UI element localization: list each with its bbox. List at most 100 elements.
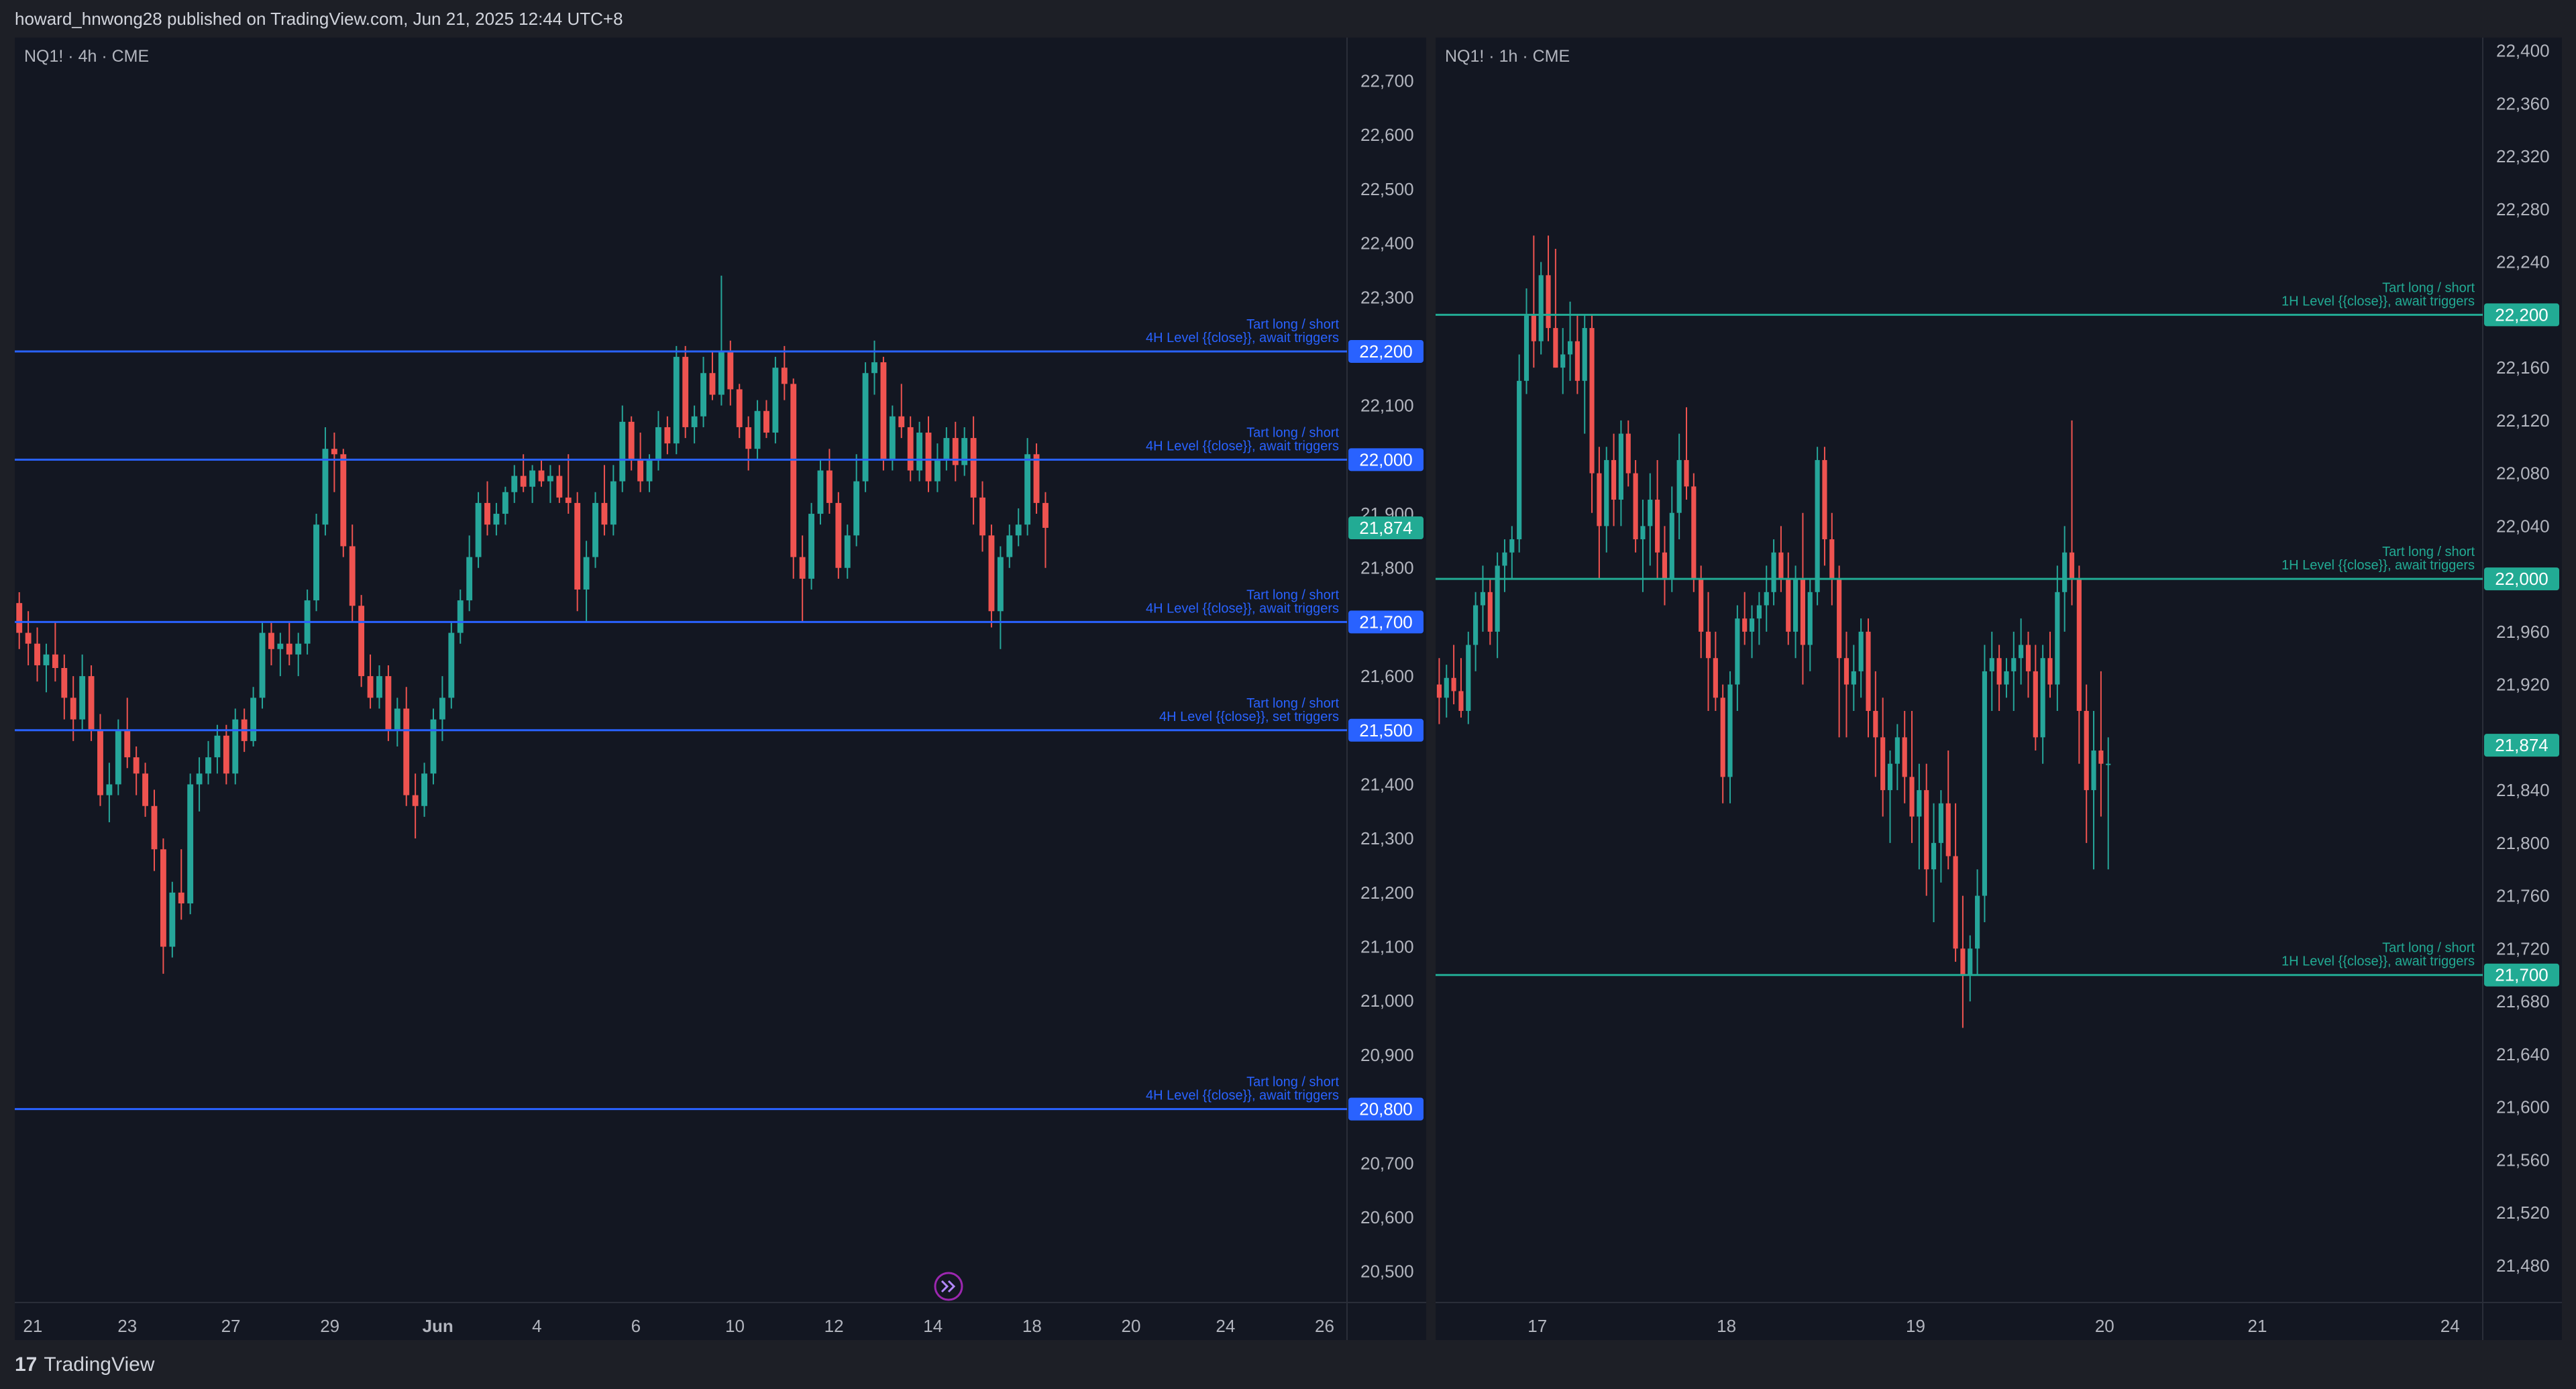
candle: [1495, 552, 1500, 659]
candle: [2019, 618, 2024, 685]
candle-body: [1975, 895, 1980, 949]
candle: [1480, 565, 1486, 632]
candle: [2025, 631, 2031, 698]
candle-body: [2076, 579, 2082, 711]
candle: [727, 340, 734, 406]
candle-body: [466, 557, 473, 601]
candle-body: [655, 427, 661, 460]
candle-body: [835, 502, 842, 568]
candle-body: [1042, 502, 1049, 529]
candle: [1786, 552, 1791, 645]
candle-body: [781, 368, 788, 384]
y-tick-label: 21,920: [2496, 675, 2550, 695]
candle-body: [1705, 631, 1711, 659]
candle: [1015, 508, 1022, 547]
candle: [2040, 645, 2045, 764]
candle-body: [1873, 710, 1878, 738]
candle-body: [889, 416, 896, 460]
candle-body: [898, 416, 905, 427]
candle-body: [961, 438, 968, 465]
candle: [1778, 526, 1784, 592]
candle: [1024, 438, 1031, 536]
candle-body: [799, 557, 806, 579]
candle-body: [340, 454, 347, 547]
candle: [1894, 724, 1900, 791]
brand-name[interactable]: TradingView: [44, 1353, 155, 1376]
candle-body: [259, 632, 266, 698]
candle: [835, 492, 842, 579]
candle: [664, 416, 671, 455]
y-tick-label: 20,500: [1360, 1262, 1414, 1282]
candle: [1938, 790, 1943, 883]
level-label-note: 1H Level {{close}}, await triggers: [2282, 294, 2475, 309]
chart-panel-4h[interactable]: 22,700 22,600 22,500 22,400 22,300 22,100 21,9…: [15, 38, 1426, 1340]
level-price-label: 22,000: [1359, 449, 1413, 469]
x-tick-label: 14: [923, 1316, 943, 1336]
y-tick-label: 21,800: [1360, 558, 1414, 578]
candle: [1648, 473, 1653, 566]
candle-body: [1517, 380, 1522, 540]
candle-body: [1648, 500, 1653, 526]
level-label-title: Tart long / short: [1246, 588, 1339, 602]
candle-body: [727, 351, 734, 390]
candle-body: [610, 481, 616, 525]
chart-panel-1h[interactable]: 22,400 22,360 22,320 22,280 22,240 22,160 22,1…: [1436, 38, 2562, 1340]
x-tick-label: 20: [2095, 1316, 2114, 1336]
candle-body: [295, 643, 302, 655]
tradingview-logo-icon[interactable]: 17: [15, 1353, 38, 1376]
candle: [70, 676, 76, 741]
candle-body: [178, 892, 184, 903]
y-tick-label: 20,600: [1360, 1207, 1414, 1227]
candle-body: [646, 459, 653, 482]
candle-body: [1546, 275, 1551, 329]
candle-body: [736, 389, 743, 427]
candle: [250, 687, 257, 746]
level-price-badge: [2484, 303, 2559, 327]
candle: [691, 405, 698, 444]
chart-canvas-4h[interactable]: 22,70022,60022,50022,40022,30022,10021,9…: [15, 38, 1426, 1340]
candle: [1815, 447, 1820, 606]
double-chevron-right-icon: [941, 1280, 956, 1293]
x-tick-label: 6: [631, 1316, 641, 1336]
chart-canvas-1h[interactable]: 22,400 22,360 22,320 22,280 22,240 22,160 22,1…: [1436, 38, 2562, 1340]
candle-body: [133, 757, 140, 774]
candle-body: [223, 735, 229, 774]
candle-body: [601, 502, 608, 525]
candle: [457, 590, 464, 644]
candle: [205, 740, 211, 785]
candle: [1451, 645, 1456, 705]
candle-body: [1858, 631, 1864, 671]
candle: [1924, 763, 1929, 896]
candle-body: [817, 470, 824, 514]
candle-body: [187, 784, 194, 903]
candle-body: [232, 719, 239, 774]
candle: [187, 773, 194, 915]
candle-body: [1917, 790, 1922, 817]
candle: [214, 724, 221, 774]
scroll-to-realtime-button[interactable]: [934, 1272, 963, 1301]
candle: [1705, 592, 1711, 711]
candle: [421, 763, 427, 817]
candle: [772, 357, 779, 444]
candle: [1553, 248, 1558, 368]
candle-body: [709, 373, 716, 395]
candle: [1807, 579, 1813, 671]
candle-body: [1589, 328, 1595, 474]
candle-body: [214, 735, 221, 758]
candle: [745, 416, 752, 471]
candle: [1764, 565, 1769, 632]
candle: [736, 384, 743, 439]
candle: [115, 719, 121, 795]
candle-body: [1473, 605, 1479, 645]
candle-body: [1822, 459, 1827, 540]
candle: [52, 622, 58, 682]
level-label-note: 4H Level {{close}}, set triggers: [1159, 710, 1339, 724]
candle: [1473, 592, 1479, 671]
candle-body: [745, 427, 752, 449]
x-tick-label: 21: [2247, 1316, 2267, 1336]
candle-body: [1764, 592, 1769, 606]
realtime-button-ring: [934, 1272, 963, 1301]
level-price-badge: [1348, 610, 1424, 634]
y-tick-label: 21,600: [1360, 666, 1414, 686]
candle-body: [1480, 592, 1486, 606]
